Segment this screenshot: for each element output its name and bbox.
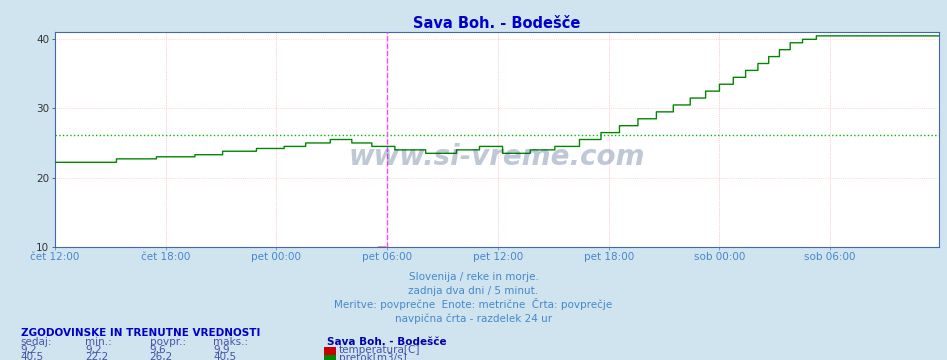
Text: povpr.:: povpr.:: [150, 337, 186, 347]
Text: Meritve: povprečne  Enote: metrične  Črta: povprečje: Meritve: povprečne Enote: metrične Črta:…: [334, 298, 613, 310]
Text: 9,2: 9,2: [85, 345, 102, 355]
Text: zadnja dva dni / 5 minut.: zadnja dva dni / 5 minut.: [408, 286, 539, 296]
Text: Slovenija / reke in morje.: Slovenija / reke in morje.: [408, 272, 539, 282]
Text: 40,5: 40,5: [213, 352, 236, 360]
Text: 40,5: 40,5: [21, 352, 44, 360]
Text: min.:: min.:: [85, 337, 112, 347]
Text: 22,2: 22,2: [85, 352, 109, 360]
Text: temperatura[C]: temperatura[C]: [339, 345, 420, 355]
Text: 9,2: 9,2: [21, 345, 38, 355]
Text: Sava Boh. - Bodešče: Sava Boh. - Bodešče: [327, 337, 446, 347]
Text: 9,6: 9,6: [150, 345, 167, 355]
Text: pretok[m3/s]: pretok[m3/s]: [339, 353, 407, 360]
Text: sedaj:: sedaj:: [21, 337, 52, 347]
Text: 26,2: 26,2: [150, 352, 173, 360]
Text: 9,9: 9,9: [213, 345, 230, 355]
Text: navpična črta - razdelek 24 ur: navpična črta - razdelek 24 ur: [395, 314, 552, 324]
Title: Sava Boh. - Bodešče: Sava Boh. - Bodešče: [414, 16, 581, 31]
Text: ZGODOVINSKE IN TRENUTNE VREDNOSTI: ZGODOVINSKE IN TRENUTNE VREDNOSTI: [21, 328, 260, 338]
Text: www.si-vreme.com: www.si-vreme.com: [348, 143, 646, 171]
Text: maks.:: maks.:: [213, 337, 248, 347]
